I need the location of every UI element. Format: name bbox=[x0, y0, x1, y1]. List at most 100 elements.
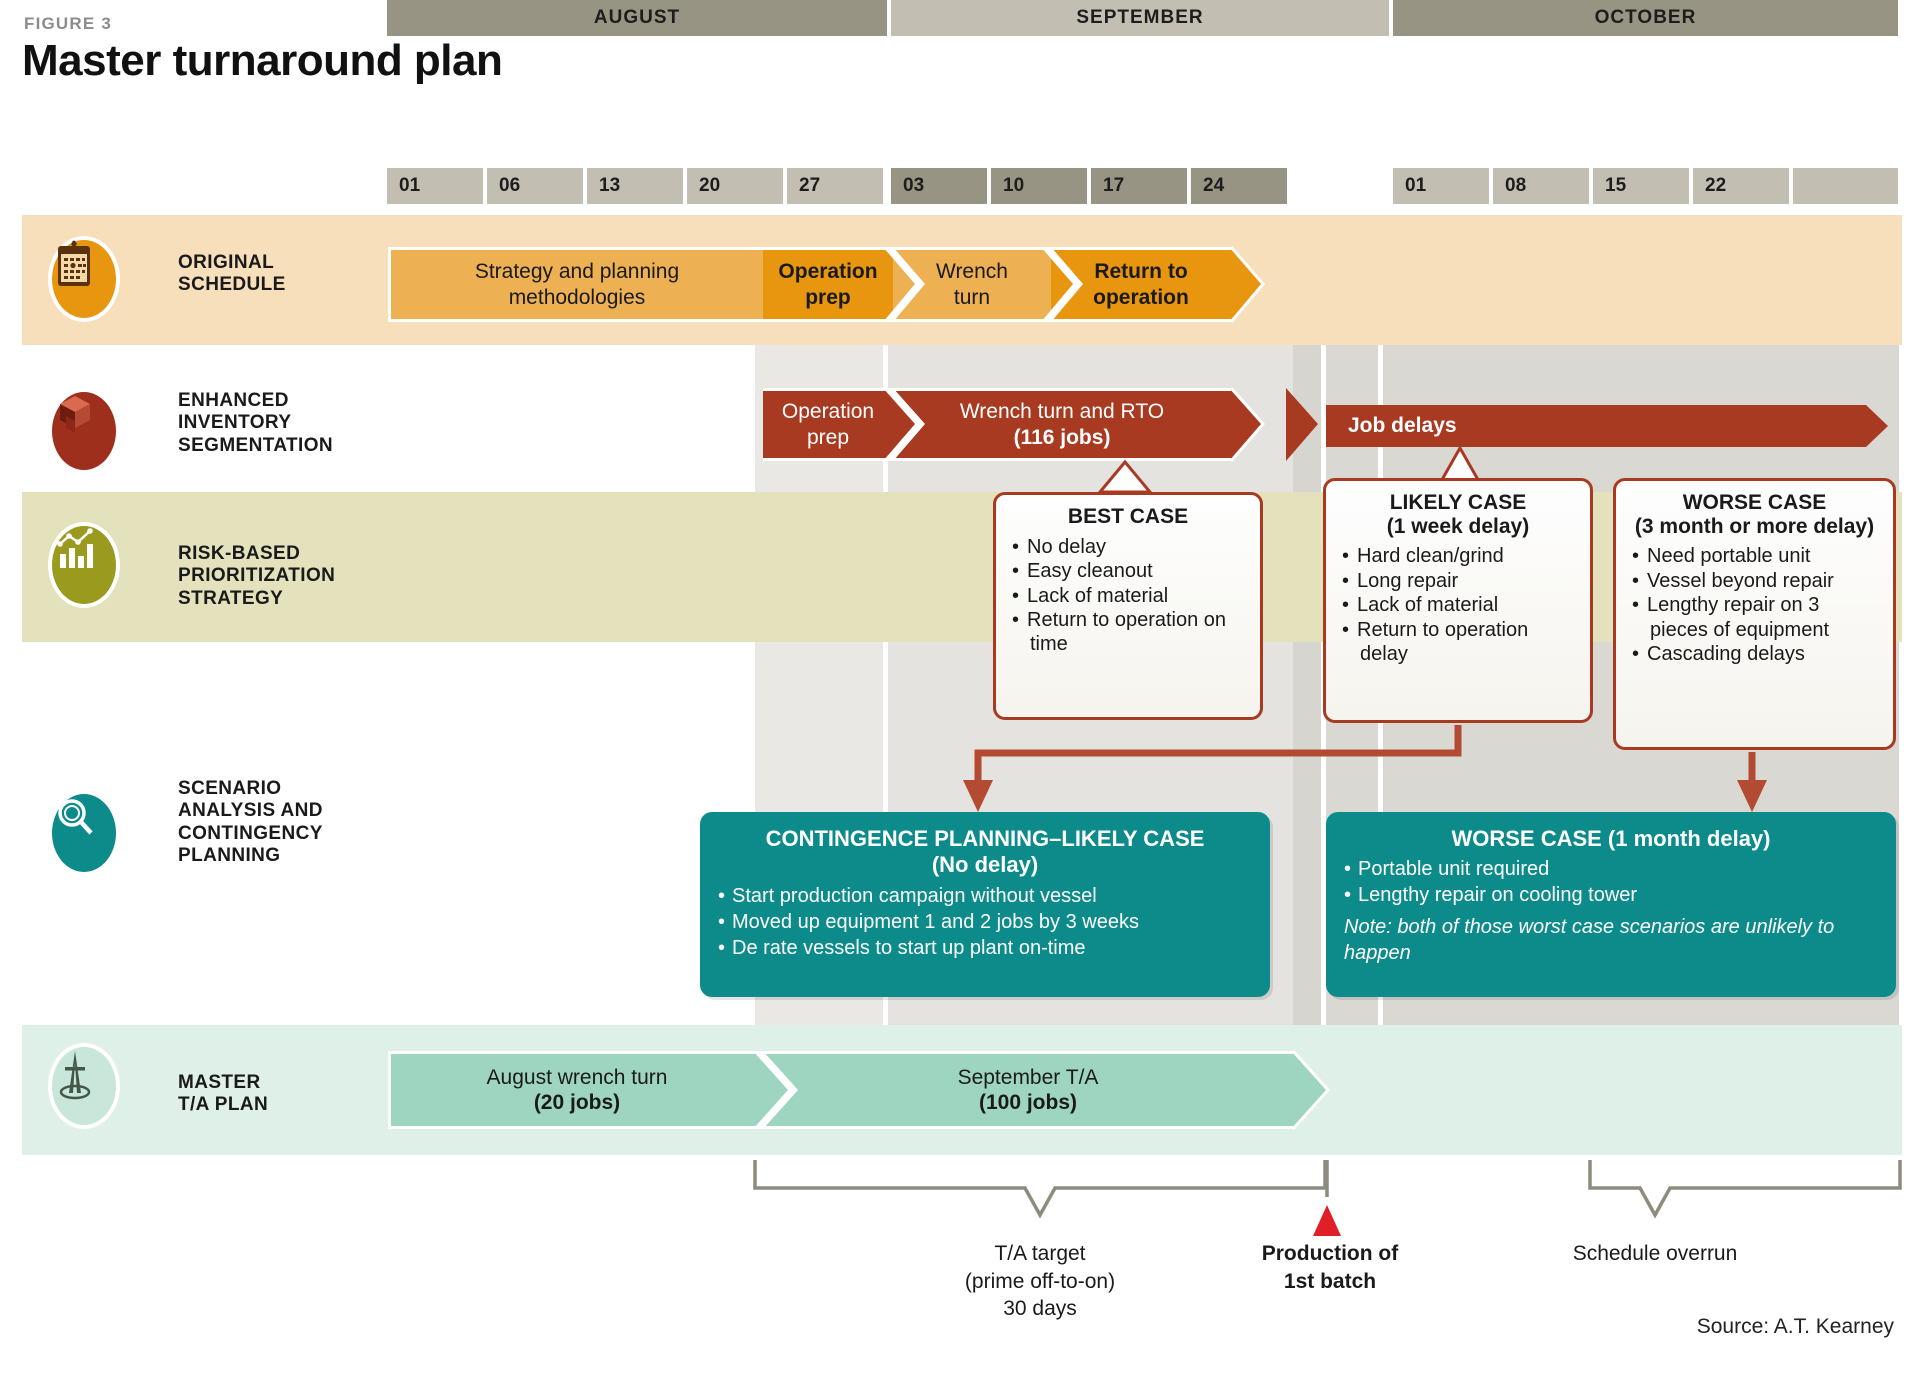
bar-label: August wrench turn (20 jobs) bbox=[486, 1065, 668, 1114]
callout-title-line2: (3 month or more delay) bbox=[1634, 514, 1875, 538]
bar-wrench-turn-rto: Wrench turn and RTO (116 jobs) bbox=[893, 388, 1231, 461]
week-cell-6: 10 bbox=[991, 168, 1087, 204]
footer-schedule-overrun: Schedule overrun bbox=[1520, 1240, 1790, 1268]
week-label: 10 bbox=[1003, 175, 1025, 196]
bar-chart-glyph bbox=[57, 528, 93, 568]
scenario-box-note: Note: both of those worst case scenarios… bbox=[1344, 916, 1835, 965]
bar-label: Wrench turn and RTO (116 jobs) bbox=[959, 400, 1165, 449]
scenario-box-item: Lengthy repair on cooling tower bbox=[1344, 882, 1878, 908]
scenario-box-list: Start production campaign without vessel… bbox=[718, 883, 1252, 961]
week-cell-8: 24 bbox=[1191, 168, 1287, 204]
bar-label: Operation prep bbox=[781, 400, 875, 449]
bar-return-to-operation-original: Return to operation bbox=[1051, 247, 1231, 322]
callout-item: No delay bbox=[1012, 535, 1248, 559]
boxes-icon bbox=[48, 388, 120, 474]
scenario-title-line2: (No delay) bbox=[931, 852, 1039, 878]
week-label: 01 bbox=[1405, 175, 1427, 196]
bar-label: Strategy and planning methodologies bbox=[474, 260, 680, 309]
callout-item: Return to operation on time bbox=[1012, 608, 1248, 657]
compass-glyph bbox=[59, 1051, 91, 1100]
callout-title: LIKELY CASE (1 week delay) bbox=[1338, 491, 1578, 538]
week-cell-0: 01 bbox=[387, 168, 483, 204]
production-marker-triangle bbox=[1313, 1205, 1341, 1236]
month-label-october: OCTOBER bbox=[1594, 7, 1697, 28]
compass-icon bbox=[48, 1043, 120, 1129]
week-label: 27 bbox=[799, 175, 821, 196]
callout-likely-case: LIKELY CASE (1 week delay) Hard clean/gr… bbox=[1323, 478, 1593, 723]
magnifier-glyph bbox=[58, 799, 93, 835]
lane-label-enhanced-inventory: ENHANCED INVENTORY SEGMENTATION bbox=[178, 390, 334, 456]
month-label-august: AUGUST bbox=[593, 7, 681, 28]
bar-label: Return to operation bbox=[1093, 260, 1189, 309]
footer-ta-target: T/A target (prime off-to-on) 30 days bbox=[905, 1240, 1175, 1323]
bar-label: Wrench turn bbox=[936, 260, 1008, 309]
week-cell-5: 03 bbox=[891, 168, 987, 204]
week-label: 13 bbox=[599, 175, 621, 196]
callout-title-line1: WORSE CASE bbox=[1682, 491, 1827, 514]
bar-august-wrench-turn: August wrench turn (20 jobs) bbox=[388, 1051, 763, 1129]
week-label: 24 bbox=[1203, 175, 1225, 196]
callout-item: Return to operation delay bbox=[1342, 618, 1578, 667]
callout-item: Vessel beyond repair bbox=[1632, 569, 1881, 593]
callout-title: WORSE CASE (3 month or more delay) bbox=[1628, 491, 1881, 538]
week-cell-3: 20 bbox=[687, 168, 783, 204]
scenario-box-item: Moved up equipment 1 and 2 jobs by 3 wee… bbox=[718, 909, 1252, 935]
callout-list: Need portable unit Vessel beyond repair … bbox=[1628, 544, 1881, 666]
callout-list: Hard clean/grind Long repair Lack of mat… bbox=[1338, 544, 1578, 666]
scenario-box-item: Portable unit required bbox=[1344, 856, 1878, 882]
week-cell-7: 17 bbox=[1091, 168, 1187, 204]
bar-label: Operation prep bbox=[778, 260, 878, 309]
source-credit: Source: A.T. Kearney bbox=[1696, 1315, 1894, 1338]
week-cell-13 bbox=[1793, 168, 1898, 204]
scenario-box-contingence-planning: CONTINGENCE PLANNING–LIKELY CASE (No del… bbox=[700, 812, 1270, 997]
callout-item: Hard clean/grind bbox=[1342, 544, 1578, 568]
callout-title-line1: LIKELY CASE bbox=[1389, 491, 1527, 514]
footer-ta-target-line2: (prime off-to-on) bbox=[964, 1269, 1116, 1293]
footer-ta-target-line3: 30 days bbox=[1003, 1297, 1077, 1321]
week-cell-9: 01 bbox=[1393, 168, 1489, 204]
week-label: 15 bbox=[1605, 175, 1627, 196]
scenario-box-list: Portable unit required Lengthy repair on… bbox=[1344, 856, 1878, 908]
week-cell-4: 27 bbox=[787, 168, 883, 204]
boxes-glyph bbox=[60, 396, 90, 433]
callout-item: Cascading delays bbox=[1632, 642, 1881, 666]
month-header-august: AUGUST bbox=[387, 0, 887, 36]
week-cell-11: 15 bbox=[1593, 168, 1689, 204]
chart-icon bbox=[48, 522, 120, 608]
bar-wrench-turn-original: Wrench turn bbox=[893, 247, 1051, 322]
bar-strategy-and-planning: Strategy and planning methodologies bbox=[388, 247, 763, 322]
page-title: Master turnaround plan bbox=[22, 36, 503, 85]
footer-production-of-1st-batch: Production of 1st batch bbox=[1195, 1240, 1465, 1295]
footer-production-line2: 1st batch bbox=[1283, 1269, 1377, 1293]
scenario-box-title: CONTINGENCE PLANNING–LIKELY CASE (No del… bbox=[718, 826, 1252, 879]
shade-col-aug27 bbox=[755, 215, 887, 1155]
callout-worse-case: WORSE CASE (3 month or more delay) Need … bbox=[1613, 478, 1896, 750]
week-cell-2: 13 bbox=[587, 168, 683, 204]
figure-label: FIGURE 3 bbox=[24, 14, 113, 33]
scenario-box-title: WORSE CASE (1 month delay) bbox=[1451, 826, 1771, 851]
lane-label-scenario-analysis: SCENARIO ANALYSIS AND CONTINGENCY PLANNI… bbox=[178, 778, 323, 867]
lane-label-risk-based: RISK-BASED PRIORITIZATION STRATEGY bbox=[178, 543, 336, 609]
callout-title: BEST CASE bbox=[1067, 505, 1189, 528]
week-cell-10: 08 bbox=[1493, 168, 1589, 204]
week-label: 01 bbox=[399, 175, 421, 196]
callout-item: Easy cleanout bbox=[1012, 559, 1248, 583]
week-label: 06 bbox=[499, 175, 521, 196]
lane-label-original-schedule: ORIGINAL SCHEDULE bbox=[178, 252, 286, 296]
scenario-box-worse-case: WORSE CASE (1 month delay) Portable unit… bbox=[1326, 812, 1896, 997]
calendar-glyph bbox=[58, 240, 90, 286]
calendar-icon bbox=[48, 236, 120, 322]
month-label-september: SEPTEMBER bbox=[1076, 7, 1204, 28]
week-label: 03 bbox=[903, 175, 925, 196]
week-cell-12: 22 bbox=[1693, 168, 1789, 204]
month-header-september: SEPTEMBER bbox=[891, 0, 1389, 36]
callout-item: Lack of material bbox=[1012, 584, 1248, 608]
week-label: 08 bbox=[1505, 175, 1527, 196]
bar-september-ta: September T/A (100 jobs) bbox=[763, 1051, 1293, 1129]
scenario-box-item: Start production campaign without vessel bbox=[718, 883, 1252, 909]
footer-production-line1: Production of bbox=[1261, 1242, 1399, 1265]
bar-label: September T/A (100 jobs) bbox=[957, 1065, 1099, 1114]
bar-job-delays: Job delays bbox=[1326, 405, 1866, 447]
bar-operation-prep-original: Operation prep bbox=[763, 247, 893, 322]
